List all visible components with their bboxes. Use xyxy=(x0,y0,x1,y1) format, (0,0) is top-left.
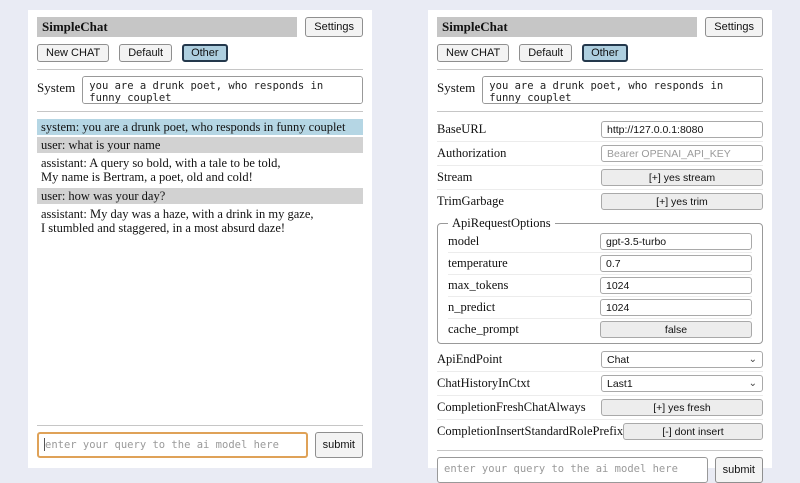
chat-history-in-ctxt-select[interactable]: Last1 ⌄ xyxy=(601,375,763,392)
setting-row-authorization: Authorization xyxy=(437,142,763,166)
chat-message-system: system: you are a drunk poet, who respon… xyxy=(37,119,363,136)
max-tokens-label: max_tokens xyxy=(448,278,509,292)
divider xyxy=(437,69,763,70)
divider xyxy=(37,69,363,70)
system-prompt-row: System you are a drunk poet, who respond… xyxy=(37,76,363,104)
query-input-wrapper xyxy=(437,457,708,483)
trimgarbage-label: TrimGarbage xyxy=(437,194,504,208)
chevron-down-icon: ⌄ xyxy=(748,377,757,389)
settings-button[interactable]: Settings xyxy=(305,17,363,37)
titlebar: SimpleChat Settings xyxy=(437,17,763,37)
submit-button[interactable]: submit xyxy=(714,457,763,483)
baseurl-label: BaseURL xyxy=(437,122,487,136)
query-row: submit xyxy=(437,457,763,483)
submit-button[interactable]: submit xyxy=(314,432,363,458)
system-prompt-row: System you are a drunk poet, who respond… xyxy=(437,76,763,104)
api-endpoint-select[interactable]: Chat ⌄ xyxy=(601,351,763,368)
authorization-label: Authorization xyxy=(437,146,507,160)
baseurl-input[interactable] xyxy=(601,121,763,138)
api-request-options-fieldset: ApiRequestOptions model temperature max_… xyxy=(437,216,763,344)
chat-session-default-button[interactable]: Default xyxy=(119,44,173,62)
setting-row-cache-prompt: cache_prompt false xyxy=(448,319,752,340)
temperature-input[interactable] xyxy=(600,255,752,272)
api-endpoint-label: ApiEndPoint xyxy=(437,352,503,366)
chevron-down-icon: ⌄ xyxy=(748,353,757,365)
divider xyxy=(437,450,763,451)
setting-row-baseurl: BaseURL xyxy=(437,118,763,142)
divider xyxy=(437,111,763,112)
temperature-label: temperature xyxy=(448,256,508,270)
chat-panel: SimpleChat Settings New CHAT Default Oth… xyxy=(28,10,372,468)
completion-insert-standard-role-prefix-label: CompletionInsertStandardRolePrefix xyxy=(437,424,624,438)
n-predict-input[interactable] xyxy=(600,299,752,316)
new-chat-button[interactable]: New CHAT xyxy=(437,44,510,62)
titlebar: SimpleChat Settings xyxy=(37,17,363,37)
divider xyxy=(37,111,363,112)
new-chat-button[interactable]: New CHAT xyxy=(37,44,110,62)
chat-message-user: user: what is your name xyxy=(37,137,363,154)
chat-session-other-button[interactable]: Other xyxy=(182,44,228,62)
stream-label: Stream xyxy=(437,170,473,184)
setting-row-model: model xyxy=(448,231,752,253)
chat-session-default-button[interactable]: Default xyxy=(519,44,573,62)
chat-session-bar: New CHAT Default Other xyxy=(37,44,363,62)
n-predict-label: n_predict xyxy=(448,300,496,314)
query-input[interactable] xyxy=(437,457,708,483)
chat-message-list: system: you are a drunk poet, who respon… xyxy=(37,119,363,238)
query-input-wrapper xyxy=(37,432,308,458)
stream-toggle-button[interactable]: [+] yes stream xyxy=(601,169,763,186)
divider xyxy=(37,425,363,426)
chat-session-bar: New CHAT Default Other xyxy=(437,44,763,62)
setting-row-n-predict: n_predict xyxy=(448,297,752,319)
model-label: model xyxy=(448,234,480,248)
max-tokens-input[interactable] xyxy=(600,277,752,294)
cache-prompt-toggle-button[interactable]: false xyxy=(600,321,752,338)
chat-message-assistant: assistant: A query so bold, with a tale … xyxy=(37,155,363,186)
settings-panel: SimpleChat Settings New CHAT Default Oth… xyxy=(428,10,772,483)
setting-row-chat-history-in-ctxt: ChatHistoryInCtxt Last1 ⌄ xyxy=(437,372,763,396)
setting-row-completion-fresh-chat-always: CompletionFreshChatAlways [+] yes fresh xyxy=(437,396,763,420)
settings-button[interactable]: Settings xyxy=(705,17,763,37)
chat-message-assistant: assistant: My day was a haze, with a dri… xyxy=(37,205,363,236)
setting-row-stream: Stream [+] yes stream xyxy=(437,166,763,190)
system-prompt-input[interactable]: you are a drunk poet, who responds in fu… xyxy=(482,76,763,104)
trimgarbage-toggle-button[interactable]: [+] yes trim xyxy=(601,193,763,210)
query-row: submit xyxy=(37,432,363,458)
system-prompt-label: System xyxy=(437,80,476,95)
cache-prompt-label: cache_prompt xyxy=(448,322,519,336)
completion-insert-standard-role-prefix-toggle-button[interactable]: [-] dont insert xyxy=(623,423,763,440)
chat-session-other-button[interactable]: Other xyxy=(582,44,628,62)
empty-space xyxy=(37,238,363,418)
system-prompt-label: System xyxy=(37,80,76,95)
chat-history-selected-value: Last1 xyxy=(607,377,633,390)
system-prompt-input[interactable]: you are a drunk poet, who responds in fu… xyxy=(82,76,363,104)
api-request-options-legend: ApiRequestOptions xyxy=(452,216,551,230)
app-title: SimpleChat xyxy=(437,17,698,37)
api-endpoint-selected-value: Chat xyxy=(607,353,630,366)
completion-fresh-chat-always-label: CompletionFreshChatAlways xyxy=(437,400,586,414)
chat-message-user: user: how was your day? xyxy=(37,187,363,204)
setting-row-completion-insert-standard-role-prefix: CompletionInsertStandardRolePrefix [-] d… xyxy=(437,420,763,443)
authorization-input[interactable] xyxy=(601,145,763,162)
setting-row-temperature: temperature xyxy=(448,253,752,275)
text-cursor xyxy=(44,438,45,451)
completion-fresh-chat-always-toggle-button[interactable]: [+] yes fresh xyxy=(601,399,763,416)
setting-row-max-tokens: max_tokens xyxy=(448,275,752,297)
model-input[interactable] xyxy=(600,233,752,250)
query-input[interactable] xyxy=(37,432,308,458)
setting-row-trimgarbage: TrimGarbage [+] yes trim xyxy=(437,190,763,213)
setting-row-api-endpoint: ApiEndPoint Chat ⌄ xyxy=(437,348,763,372)
app-title: SimpleChat xyxy=(37,17,298,37)
chat-history-in-ctxt-label: ChatHistoryInCtxt xyxy=(437,376,531,390)
